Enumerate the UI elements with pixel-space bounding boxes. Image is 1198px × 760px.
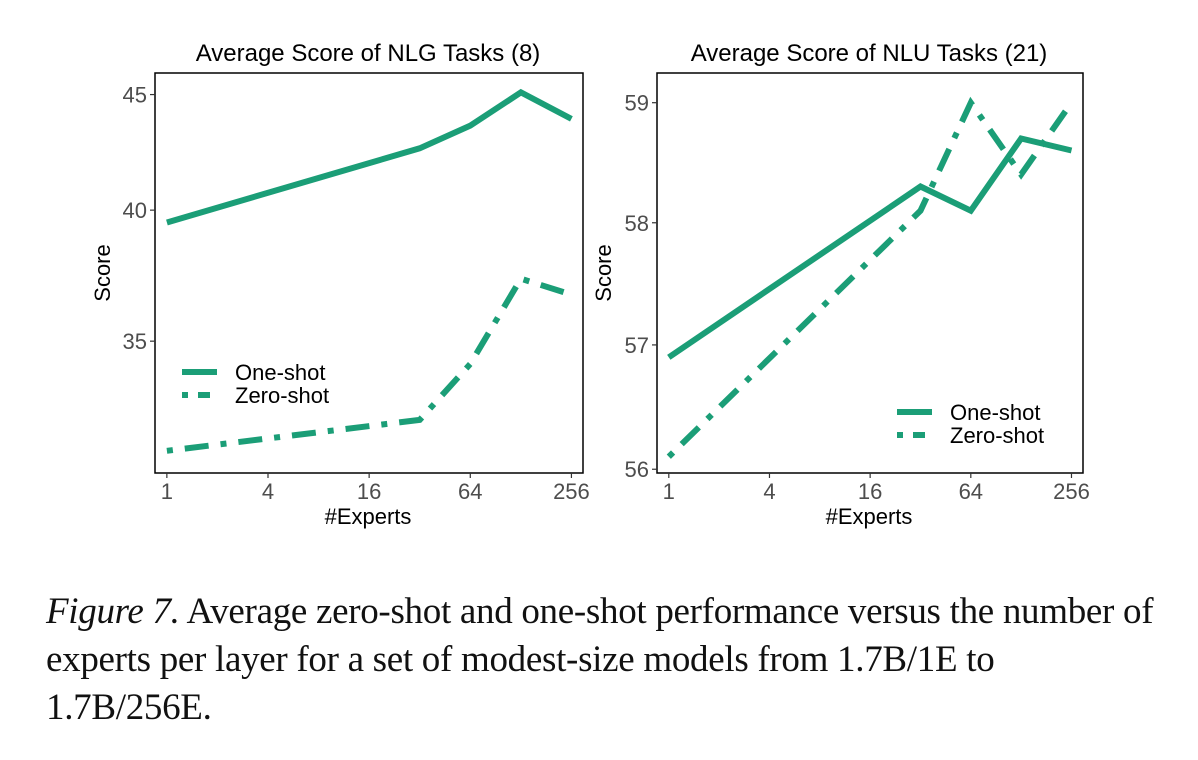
nlg-chart-panel: Average Score of NLG Tasks (8) 35 40 45 1 4… [90,40,590,529]
y-axis-label: Score [591,244,616,301]
x-tick-label: 256 [553,479,590,504]
y-tick-label: 58 [625,211,649,236]
series-group [166,88,573,454]
chart-title: Average Score of NLU Tasks (21) [691,40,1048,67]
x-tick-label: 16 [858,479,882,504]
figure-7: Average Score of NLG Tasks (8) 35 40 45 1 4… [90,40,1090,529]
x-tick-label: 256 [1053,479,1090,504]
y-tick-label: 59 [625,91,649,116]
series-group [666,96,1074,459]
figure-caption: Figure 7. Average zero-shot and one-shot… [46,588,1156,732]
x-axis-label: #Experts [325,504,412,529]
x-axis: 1 4 16 64 256 [663,473,1090,504]
x-axis-label: #Experts [826,504,913,529]
y-axis: 56 57 58 59 [625,91,657,482]
caption-label: Figure 7. [46,591,180,632]
x-tick-label: 16 [357,479,381,504]
x-tick-label: 4 [262,479,274,504]
nlu-chart-panel: Average Score of NLU Tasks (21) 56 57 58 59… [591,40,1090,529]
caption-text: Average zero-shot and one-shot performan… [46,591,1154,728]
x-tick-label: 64 [959,479,983,504]
chart-title: Average Score of NLG Tasks (8) [196,40,541,67]
x-tick-label: 1 [161,479,173,504]
legend-label-one-shot: One-shot [950,400,1041,425]
series-line-zero-shot [666,96,1074,459]
plot-area-border [154,72,584,474]
y-tick-label: 57 [625,333,649,358]
y-tick-label: 35 [123,329,147,354]
series-line-one-shot [166,88,573,226]
legend-label-zero-shot: Zero-shot [235,383,329,408]
x-tick-label: 4 [763,479,775,504]
y-tick-label: 45 [123,83,147,108]
y-tick-label: 56 [625,457,649,482]
series-line-one-shot [667,135,1073,360]
legend: One-shot Zero-shot [897,400,1044,448]
x-tick-label: 1 [663,479,675,504]
y-axis: 35 40 45 [123,83,155,354]
x-tick-label: 64 [458,479,482,504]
y-axis-label: Score [90,244,115,301]
legend: One-shot Zero-shot [182,360,329,408]
legend-label-zero-shot: Zero-shot [950,423,1044,448]
series-line-zero-shot [166,275,573,454]
legend-label-one-shot: One-shot [235,360,326,385]
y-tick-label: 40 [123,198,147,223]
x-axis: 1 4 16 64 256 [161,473,590,504]
